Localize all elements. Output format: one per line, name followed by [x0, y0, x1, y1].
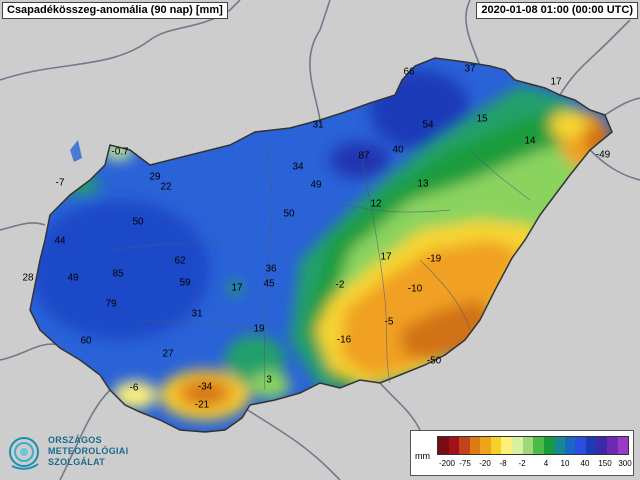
station-value: 36 [265, 263, 277, 275]
station-value: 45 [263, 278, 275, 290]
station-value: -2 [335, 279, 345, 291]
legend-ticks: -200 -75 -20 -8 -2 4 10 40 150 300 [429, 459, 634, 471]
logo-line: ORSZÁGOS [48, 435, 102, 445]
omsz-logo: ORSZÁGOS METEOROLÓGIAI SZOLGÁLAT [8, 432, 138, 476]
station-value: 15 [476, 113, 488, 125]
legend-swatch [459, 437, 470, 454]
station-value: -49 [595, 149, 611, 161]
legend-swatch [617, 437, 629, 454]
station-value: -16 [336, 334, 352, 346]
station-value: -19 [426, 253, 442, 265]
legend-color-bar [437, 436, 629, 455]
station-value: 17 [231, 282, 243, 294]
county-lines [109, 139, 531, 391]
station-value: 60 [80, 335, 92, 347]
station-value: 87 [358, 150, 370, 162]
station-value: 40 [392, 144, 404, 156]
station-value: 14 [524, 135, 536, 147]
legend-tick-label: 300 [618, 459, 632, 468]
legend-unit: mm [415, 451, 430, 461]
station-value: 27 [162, 348, 174, 360]
station-value: 85 [112, 268, 124, 280]
logo-swirl-icon [9, 437, 39, 470]
station-value: -0.7 [111, 146, 129, 158]
legend-swatch [575, 437, 586, 454]
legend-tick-label: -200 [438, 459, 456, 468]
station-value: 54 [422, 119, 434, 131]
station-value: 31 [312, 119, 324, 131]
legend-swatch [564, 437, 576, 454]
legend-swatch [438, 437, 449, 454]
legend-swatch [480, 437, 491, 454]
station-value: 17 [550, 76, 562, 88]
legend-swatch [501, 437, 512, 454]
legend-swatch [596, 437, 607, 454]
map-timestamp: 2020-01-08 01:00 (00:00 UTC) [476, 2, 638, 19]
station-value: 59 [179, 277, 191, 289]
station-value: 79 [105, 298, 117, 310]
legend-swatch [585, 437, 597, 454]
station-value: 17 [380, 251, 392, 263]
station-value: -5 [384, 316, 394, 328]
legend-tick-label: 150 [598, 459, 612, 468]
legend-swatch [522, 437, 534, 454]
station-value: -7 [55, 177, 65, 189]
legend-tick-label: -8 [499, 459, 507, 468]
legend-swatch [607, 437, 618, 454]
legend-swatch [448, 437, 460, 454]
legend-tick-label: 40 [580, 459, 590, 468]
station-value: -50 [426, 355, 442, 367]
legend-tick-label: 4 [543, 459, 549, 468]
station-value: 50 [132, 216, 144, 228]
station-value: -6 [129, 382, 139, 394]
logo-line: SZOLGÁLAT [48, 457, 106, 467]
station-value: 49 [310, 179, 322, 191]
lake-neusiedl [70, 140, 82, 162]
legend-tick-label: -75 [459, 459, 471, 468]
legend-swatch [490, 437, 502, 454]
station-value: 22 [160, 181, 172, 193]
station-value: -21 [194, 399, 210, 411]
station-value: -10 [407, 283, 423, 295]
station-value: 49 [67, 272, 79, 284]
logo-line: METEOROLÓGIAI [48, 446, 129, 456]
map-title: Csapadékösszeg-anomália (90 nap) [mm] [2, 2, 228, 19]
station-value: 3 [266, 374, 272, 386]
station-value: 50 [283, 208, 295, 220]
station-value: -34 [197, 381, 213, 393]
station-value: 62 [174, 255, 186, 267]
color-legend: mm -200 -75 -20 -8 -2 4 10 40 150 300 [410, 430, 634, 476]
station-value: 13 [417, 178, 429, 190]
station-value: 66 [403, 66, 415, 78]
logo-text: ORSZÁGOS METEOROLÓGIAI SZOLGÁLAT [48, 435, 128, 468]
legend-swatch [511, 437, 523, 454]
station-value: 19 [253, 323, 265, 335]
station-value: 28 [22, 272, 34, 284]
station-value: 37 [464, 63, 476, 75]
legend-swatch [543, 437, 555, 454]
legend-swatch [533, 437, 544, 454]
legend-swatch [469, 437, 481, 454]
legend-tick-label: -20 [479, 459, 491, 468]
station-value: 44 [54, 235, 66, 247]
hungary-border [29, 57, 613, 433]
legend-tick-label: -2 [518, 459, 526, 468]
legend-swatch [554, 437, 565, 454]
station-value: 31 [191, 308, 203, 320]
station-value: 34 [292, 161, 304, 173]
station-value: 12 [370, 198, 382, 210]
legend-tick-label: 10 [560, 459, 570, 468]
station-value: 29 [149, 171, 161, 183]
